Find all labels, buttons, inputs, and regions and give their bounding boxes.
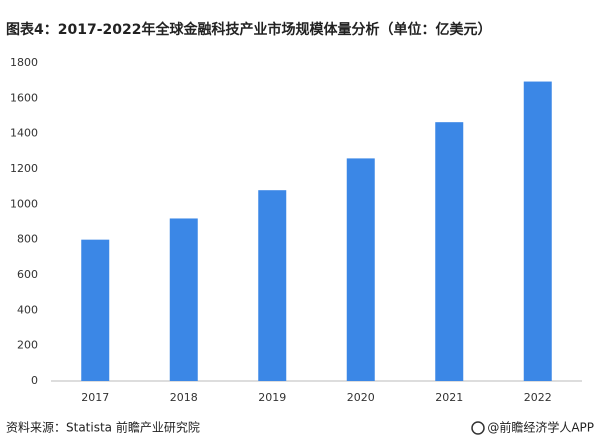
y-tick-label: 200 [17,339,38,352]
bar [435,122,464,381]
y-tick-label: 400 [17,303,38,316]
y-tick-label: 1000 [10,197,38,210]
x-tick-label: 2017 [81,391,109,404]
chart-title: 图表4：2017-2022年全球金融科技产业市场规模体量分析（单位：亿美元） [6,21,491,38]
x-tick-label: 2019 [258,391,286,404]
y-tick-label: 600 [17,268,38,281]
source: 资料来源：Statista 前瞻产业研究院 [6,420,200,435]
x-tick-label: 2021 [435,391,463,404]
x-tick-label: 2020 [347,391,375,404]
x-tick-label: 2022 [524,391,552,404]
bar [346,158,375,381]
logo-icon [471,421,485,435]
bar [81,239,110,381]
bar [169,218,198,381]
y-tick-label: 800 [17,233,38,246]
bar [258,190,287,381]
y-tick-label: 0 [31,374,38,387]
y-tick-label: 1800 [10,56,38,69]
credit: @前瞻经济学人APP [487,420,594,435]
y-tick-label: 1600 [10,91,38,104]
x-tick-label: 2018 [170,391,198,404]
bar [523,81,552,382]
y-tick-label: 1200 [10,162,38,175]
y-tick-label: 1400 [10,127,38,140]
